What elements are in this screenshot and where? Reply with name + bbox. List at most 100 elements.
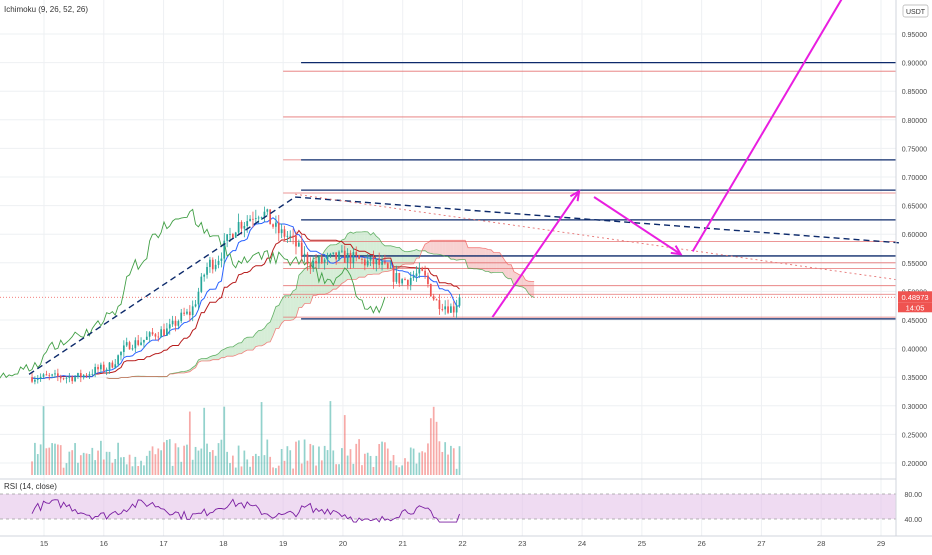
kumo-cloud-segment xyxy=(471,248,474,269)
rsi-indicator-label[interactable]: RSI (14, close) xyxy=(4,482,57,491)
candle-body xyxy=(384,262,386,264)
volume-bar xyxy=(186,445,188,475)
kumo-cloud-segment xyxy=(285,296,288,321)
volume-bar xyxy=(398,467,400,475)
volume-bar xyxy=(447,455,449,475)
price-tick-label: 0.55000 xyxy=(902,261,927,268)
volume-bar xyxy=(215,456,217,475)
candle-body xyxy=(439,300,441,309)
volume-bar xyxy=(338,464,340,475)
kumo-cloud-segment xyxy=(457,240,460,260)
volume-bar xyxy=(206,444,208,475)
volume-bar xyxy=(129,455,131,475)
candle-body xyxy=(358,256,360,259)
volume-bar xyxy=(48,448,50,475)
volume-bar xyxy=(200,449,202,475)
volume-bar xyxy=(255,454,257,475)
candle-body xyxy=(235,233,237,238)
candle-body xyxy=(361,259,363,260)
volume-bar xyxy=(407,462,409,475)
kumo-cloud-segment xyxy=(328,245,331,294)
volume-bar xyxy=(261,402,263,475)
kumo-cloud-segment xyxy=(405,252,408,265)
candle-body xyxy=(43,374,45,376)
kumo-cloud-segment xyxy=(362,232,365,278)
candle-body xyxy=(232,234,234,238)
kumo-cloud-segment xyxy=(437,240,440,254)
candle-body xyxy=(97,367,99,369)
kumo-cloud-segment xyxy=(439,240,442,255)
candle-body xyxy=(453,306,455,312)
volume-bar xyxy=(100,441,102,475)
candle-body xyxy=(198,292,200,305)
candle-body xyxy=(355,252,357,255)
candle-body xyxy=(281,229,283,233)
candle-body xyxy=(309,264,311,267)
currency-badge-label: USDT xyxy=(906,9,926,16)
kumo-cloud-segment xyxy=(394,247,397,270)
volume-bar xyxy=(180,462,182,475)
kumo-cloud-segment xyxy=(396,247,399,269)
candle-body xyxy=(206,267,208,275)
candle-body xyxy=(180,313,182,321)
volume-bar xyxy=(68,452,70,475)
time-tick-label: 19 xyxy=(279,539,287,548)
candle-body xyxy=(318,257,320,264)
candle-body xyxy=(295,236,297,247)
kumo-cloud-segment xyxy=(408,251,411,264)
volume-bar xyxy=(295,442,297,475)
volume-bar xyxy=(318,447,320,475)
candle-body xyxy=(229,234,231,235)
candle-body xyxy=(444,306,446,309)
volume-bar xyxy=(450,446,452,475)
candle-body xyxy=(129,342,131,349)
candle-body xyxy=(278,223,280,234)
volume-bar xyxy=(134,457,136,475)
volume-bar xyxy=(264,455,266,475)
candle-body xyxy=(410,278,412,285)
volume-bar xyxy=(269,457,271,475)
candle-body xyxy=(330,254,332,256)
candle-body xyxy=(272,224,274,226)
volume-bar xyxy=(453,448,455,475)
kumo-cloud-segment xyxy=(287,296,290,321)
volume-bar xyxy=(441,452,443,475)
volume-bar xyxy=(393,455,395,475)
candle-body xyxy=(86,375,88,376)
kumo-cloud-segment xyxy=(244,337,247,351)
candle-body xyxy=(140,342,142,344)
volume-bar xyxy=(218,443,220,475)
volume-bar xyxy=(444,442,446,475)
candle-body xyxy=(157,337,159,338)
volume-bar xyxy=(358,439,360,475)
volume-bar xyxy=(243,451,245,475)
time-tick-label: 24 xyxy=(578,539,586,548)
volume-bar xyxy=(332,450,334,475)
kumo-cloud-segment xyxy=(411,251,414,265)
candle-body xyxy=(252,219,254,220)
candle-body xyxy=(149,332,151,337)
volume-bar xyxy=(175,443,177,475)
ichimoku-indicator-label[interactable]: Ichimoku (9, 26, 52, 26) xyxy=(4,5,88,14)
candle-body xyxy=(166,328,168,335)
volume-bar xyxy=(433,407,435,475)
time-tick-label: 18 xyxy=(219,539,227,548)
candle-body xyxy=(416,273,418,276)
volume-bar xyxy=(430,418,432,475)
candle-body xyxy=(109,363,111,370)
volume-bar xyxy=(436,422,438,475)
candle-body xyxy=(218,261,220,265)
kumo-cloud-segment xyxy=(308,266,311,303)
price-tick-label: 0.90000 xyxy=(902,61,927,68)
volume-bar xyxy=(401,465,403,475)
kumo-cloud-segment xyxy=(508,265,511,279)
candle-body xyxy=(74,377,76,381)
volume-bar xyxy=(252,456,254,475)
volume-bar xyxy=(235,468,237,475)
volume-bar xyxy=(387,449,389,475)
projection-arrow xyxy=(693,0,848,251)
candle-body xyxy=(57,373,59,376)
candle-body xyxy=(436,299,438,300)
